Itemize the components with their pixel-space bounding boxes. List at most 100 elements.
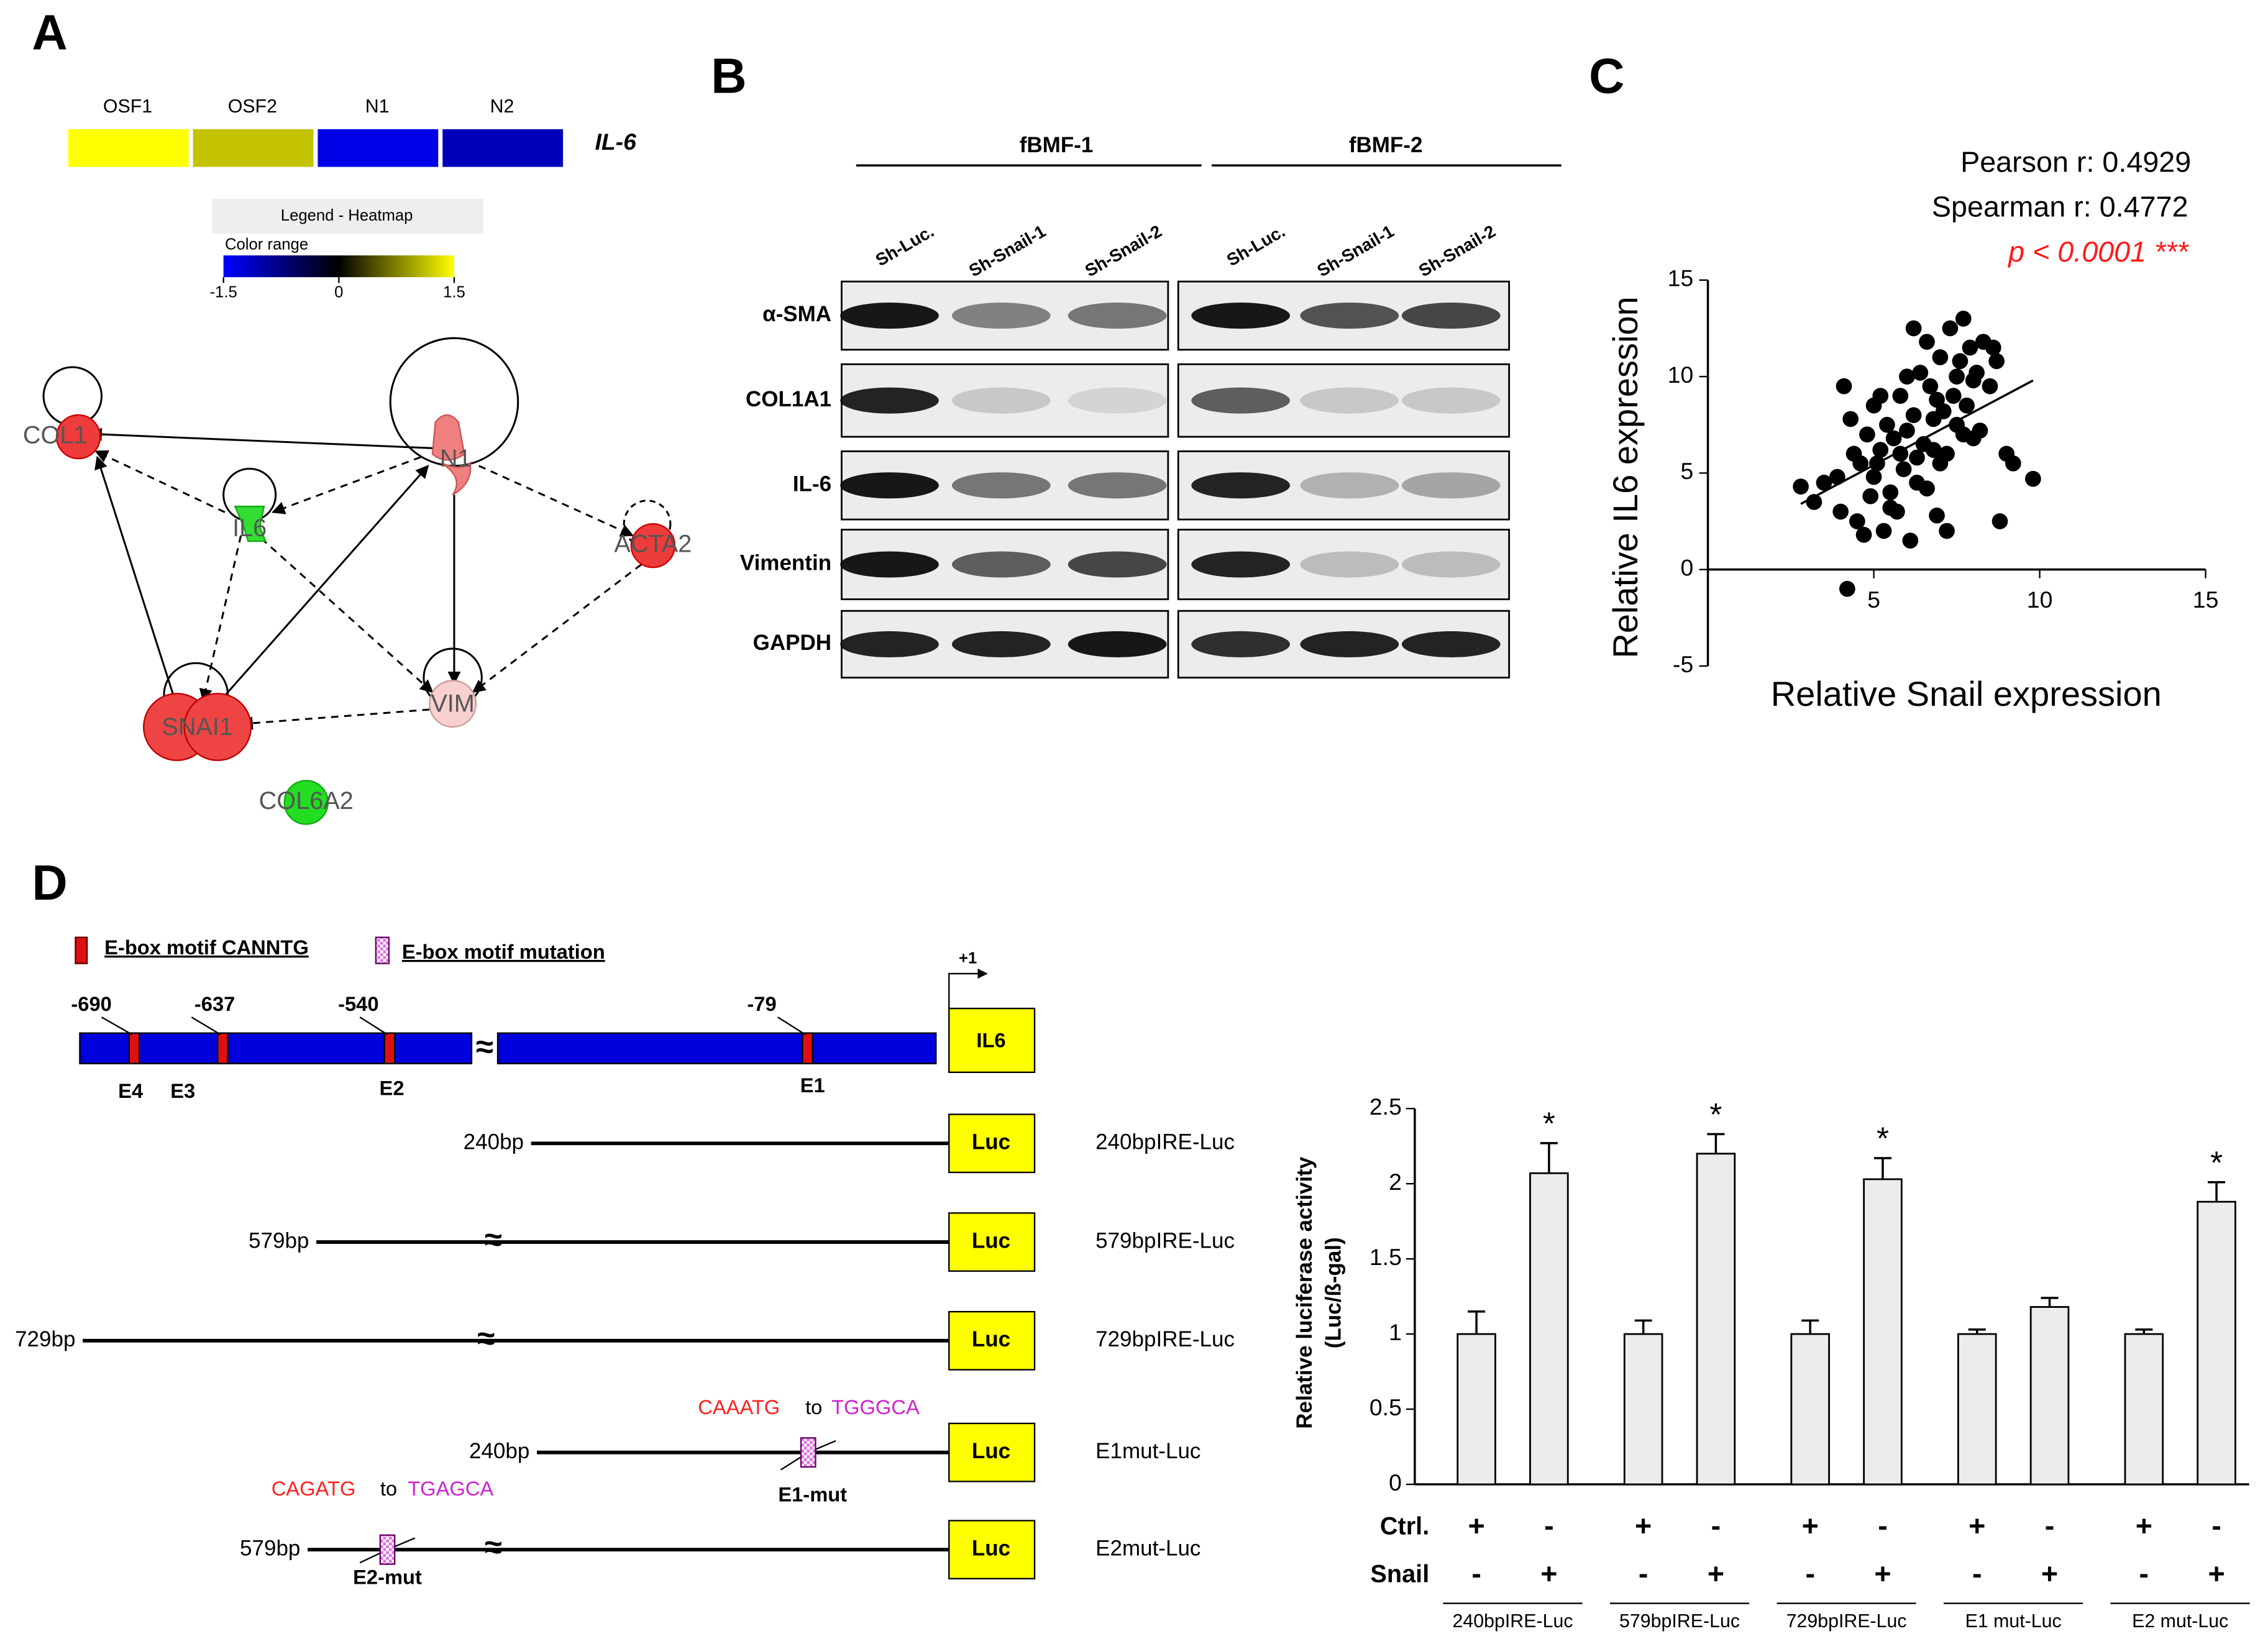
y-tick-label: 15	[1668, 265, 1694, 291]
error-bar	[1540, 1142, 1558, 1174]
point	[1902, 532, 1919, 549]
tss-label: +1	[959, 949, 977, 967]
position: -637	[194, 992, 235, 1015]
sample-label: OSF2	[228, 96, 277, 117]
y-tick-label: 10	[1668, 362, 1694, 388]
point	[1955, 426, 1972, 443]
scale-tick-label: -1.5	[210, 284, 237, 301]
sign: +	[1802, 1509, 1819, 1541]
break-symbol: ≈	[485, 1529, 502, 1565]
mutation-box	[800, 1437, 816, 1468]
point	[1859, 426, 1875, 443]
point	[1879, 416, 1895, 433]
position-labels: -690 -637 -540 -79 +1 IL6 E4 E3 E2 E1	[71, 949, 1005, 1102]
point	[1895, 461, 1912, 478]
point	[1885, 430, 1902, 447]
bar	[2029, 1306, 2070, 1486]
bar	[1957, 1333, 1997, 1486]
protein-label: α-SMA	[762, 302, 831, 326]
node-label: COL6A2	[259, 787, 354, 815]
sign: -	[1805, 1558, 1815, 1590]
band	[840, 551, 939, 578]
construct-length: 579bp	[249, 1228, 309, 1253]
point	[1925, 442, 1942, 458]
node-label: N1	[440, 445, 472, 472]
point	[1829, 468, 1845, 485]
y-axis-unit: (Luc/ß-gal)	[1322, 1237, 1346, 1348]
point	[1959, 397, 1975, 414]
sample-label: N1	[365, 96, 390, 117]
point	[1882, 484, 1899, 501]
band	[1300, 387, 1399, 414]
bar	[1529, 1172, 1569, 1486]
x-tick-label: 5	[1867, 587, 1880, 613]
legend-label: E-box motif CANNTG	[104, 936, 309, 959]
error-bar	[1707, 1133, 1725, 1154]
y-tick-label: 0.5	[1369, 1394, 1402, 1420]
reporter-label: Luc	[972, 1439, 1010, 1463]
band	[1068, 387, 1167, 414]
construct-length: 240bp	[464, 1130, 524, 1154]
node-label: COL1	[23, 421, 88, 449]
position: -690	[71, 992, 111, 1015]
mutation-word: to	[380, 1477, 397, 1500]
point	[1929, 391, 1945, 408]
band	[1191, 551, 1291, 578]
point	[1932, 349, 1949, 365]
x-tick-label: E2 mut-Luc	[2132, 1611, 2228, 1632]
break-symbol: ≈	[476, 1028, 493, 1064]
y-axis-label: Relative IL6 expression	[1606, 296, 1645, 658]
point	[1909, 475, 1925, 491]
band	[1191, 387, 1291, 414]
sign: +	[2041, 1558, 2058, 1590]
heatmap-cell	[442, 129, 564, 167]
significance: *	[2210, 1144, 2223, 1180]
sign: -	[2139, 1558, 2149, 1590]
position: -79	[747, 992, 776, 1015]
bar	[1790, 1333, 1830, 1486]
group-label: fBMF-1	[1020, 133, 1094, 157]
band	[1401, 302, 1501, 329]
y-tick-label: 1.5	[1369, 1244, 1402, 1270]
point	[1909, 449, 1925, 466]
y-tick-label: 2	[1389, 1169, 1402, 1195]
point	[1872, 442, 1889, 458]
sample-label: N2	[490, 96, 514, 117]
sign: +	[1874, 1558, 1891, 1590]
p-value: p < 0.0001 ***	[2007, 235, 2189, 268]
error-bar	[1634, 1319, 1652, 1335]
construct-length: 579bp	[240, 1536, 300, 1560]
heatmap-cell	[318, 129, 439, 167]
reporter-box	[948, 1520, 1036, 1580]
reporter-box	[948, 1212, 1036, 1272]
error-bar	[2135, 1328, 2153, 1335]
protein-label: IL-6	[793, 472, 831, 496]
band	[1300, 551, 1399, 578]
significance: *	[1709, 1096, 1722, 1132]
gene-label: IL-6	[595, 129, 636, 155]
band	[1191, 302, 1291, 329]
band	[1401, 387, 1501, 414]
sign: +	[2208, 1558, 2225, 1590]
error-bar	[1801, 1319, 1819, 1335]
error-bar	[2041, 1297, 2059, 1307]
row-label: Snail	[1370, 1561, 1429, 1588]
point	[1849, 513, 1865, 529]
reporter-box	[948, 1113, 1036, 1174]
construct-name: 579bpIRE-Luc	[1095, 1228, 1235, 1253]
band	[1300, 631, 1399, 657]
color-scale	[223, 255, 454, 278]
construct-name: E1mut-Luc	[1095, 1439, 1200, 1463]
y-axis-label: Relative luciferase activity	[1292, 1156, 1317, 1428]
point	[1905, 320, 1922, 337]
error-bar	[1468, 1310, 1486, 1335]
stat-label: Pearson r: 0.4929	[1960, 145, 2191, 178]
reporter-label: Luc	[972, 1130, 1010, 1154]
point	[1892, 388, 1909, 404]
sign: +	[1708, 1558, 1724, 1590]
sign: -	[1544, 1509, 1554, 1541]
mutation-label: E1-mut	[778, 1482, 847, 1505]
y-tick-label: 1	[1389, 1319, 1402, 1345]
sign: -	[1878, 1509, 1888, 1541]
